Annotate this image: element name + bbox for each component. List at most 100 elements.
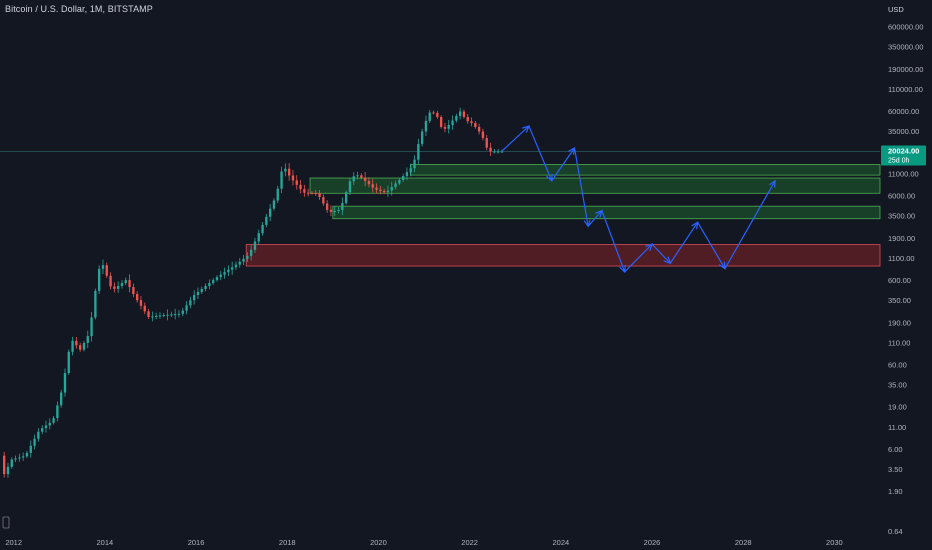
- price-tick-label: 35000.00: [888, 127, 919, 136]
- candle-body: [287, 168, 291, 176]
- candle-body: [451, 120, 454, 126]
- candle-body: [227, 269, 230, 273]
- candle-body: [398, 179, 401, 184]
- currency-label: USD: [888, 5, 904, 14]
- chart-title: Bitcoin / U.S. Dollar, 1M, BITSTAMP: [5, 4, 153, 14]
- candle-body: [192, 294, 196, 301]
- candle-body: [71, 340, 74, 352]
- candle-body: [257, 233, 260, 242]
- candle-body: [86, 336, 89, 343]
- candle-body: [67, 351, 70, 374]
- candle-body: [37, 431, 40, 439]
- price-tick-label: 110000.00: [888, 85, 923, 94]
- candle-body: [48, 422, 51, 426]
- candle-body: [265, 216, 268, 225]
- candle-body: [268, 208, 272, 217]
- candle-body: [455, 116, 458, 121]
- candle-body: [10, 459, 13, 467]
- candle-body: [333, 210, 336, 212]
- candle-body: [284, 168, 287, 172]
- candle-body: [474, 123, 477, 128]
- candle-body: [443, 126, 447, 129]
- candle-body: [230, 267, 234, 270]
- candle-body: [242, 258, 245, 262]
- candle-body: [56, 405, 59, 419]
- candle-body: [352, 176, 355, 182]
- price-tick-label: 19.00: [888, 403, 907, 412]
- candle-body: [458, 111, 462, 117]
- candle-body: [44, 425, 48, 429]
- candle-body: [295, 180, 298, 185]
- candle-body: [401, 176, 405, 180]
- candle-body: [29, 445, 32, 453]
- candle-body: [360, 175, 363, 178]
- price-badge-value: 20024.00: [888, 146, 919, 155]
- candle-body: [382, 190, 386, 193]
- candle-body: [428, 112, 431, 121]
- projection-segment: [528, 125, 553, 181]
- projection-path: [501, 125, 776, 274]
- price-tick-label: 35.00: [888, 380, 907, 389]
- price-tick-label: 350.00: [888, 296, 911, 305]
- candle-body: [143, 305, 146, 312]
- candle-body: [124, 280, 127, 284]
- candle-body: [367, 180, 371, 185]
- candle-body: [3, 455, 6, 475]
- candle-body: [379, 189, 382, 191]
- candle-body: [322, 197, 325, 204]
- candle-body: [196, 291, 200, 295]
- time-tick-label: 2024: [552, 538, 569, 547]
- candle-body: [306, 192, 310, 194]
- price-tick-label: 1900.00: [888, 234, 915, 243]
- candle-body: [436, 112, 439, 118]
- candle-body: [299, 184, 302, 190]
- time-tick-label: 2026: [644, 538, 661, 547]
- candle-body: [477, 127, 481, 132]
- candle-body: [94, 290, 97, 318]
- price-badge: 20024.00 25d 0h: [881, 145, 926, 166]
- candle-body: [223, 272, 226, 275]
- candle-body: [154, 315, 158, 317]
- price-tick-label: 11.00: [888, 423, 906, 432]
- projection-segment: [624, 243, 653, 273]
- projection-segment: [573, 147, 589, 227]
- candle-body: [158, 315, 162, 317]
- price-tick-label: 110.00: [888, 338, 910, 347]
- candle-body: [200, 289, 203, 292]
- candle-body: [356, 175, 359, 177]
- candle-body: [318, 193, 321, 198]
- candle-body: [166, 314, 169, 316]
- time-tick-label: 2018: [279, 538, 296, 547]
- candle-body: [40, 428, 44, 432]
- candle-body: [170, 314, 173, 316]
- price-tick-label: 600000.00: [888, 23, 923, 32]
- candlestick-series: [3, 107, 504, 478]
- price-tick-label: 60000.00: [888, 107, 919, 116]
- candle-body: [337, 209, 340, 211]
- candle-body: [344, 192, 348, 204]
- candle-body: [82, 342, 86, 350]
- candle-body: [101, 265, 105, 269]
- candle-body: [371, 184, 374, 188]
- price-tick-label: 0.64: [888, 527, 903, 536]
- candle-body: [363, 177, 367, 181]
- tradingview-logo-icon: [2, 516, 10, 529]
- time-tick-label: 2028: [735, 538, 752, 547]
- candle-body: [420, 131, 424, 145]
- candle-body: [280, 171, 283, 189]
- candle-body: [116, 285, 120, 289]
- candle-body: [234, 264, 238, 268]
- candle-body: [325, 203, 329, 210]
- candle-body: [78, 345, 82, 350]
- candle-body: [470, 121, 473, 124]
- candle-body: [466, 116, 469, 122]
- candle-body: [162, 315, 165, 317]
- candle-body: [447, 125, 450, 129]
- candle-body: [120, 283, 124, 286]
- candle-body: [390, 187, 393, 191]
- projection-segment: [501, 125, 530, 152]
- candle-body: [139, 300, 143, 306]
- candle-body: [14, 458, 17, 460]
